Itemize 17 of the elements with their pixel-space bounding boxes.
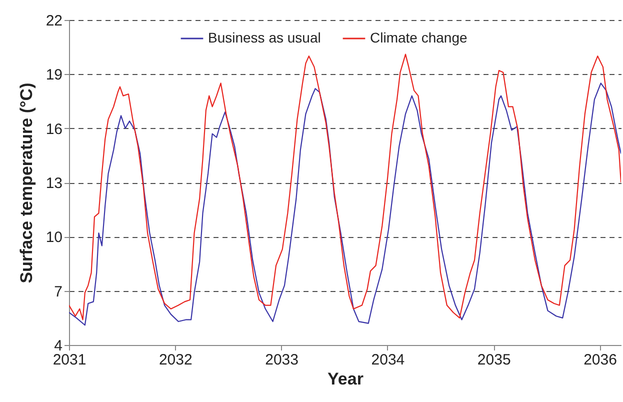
legend-label: Business as usual [208,30,321,46]
y-tick-label: 22 [46,12,62,30]
y-tick-label: 10 [46,229,62,246]
x-tick-label: 2035 [477,352,511,368]
legend-label: Climate change [370,30,468,46]
y-tick-label: 7 [54,283,62,300]
y-tick-label: 19 [46,66,62,84]
y-tick-label: 16 [46,120,62,138]
x-tick-label: 2032 [158,352,192,368]
x-tick-label: 2031 [52,352,86,368]
x-axis-title: Year [328,370,364,388]
y-axis-title: Surface temperature (°C) [16,82,36,284]
x-tick-label: 2036 [584,352,617,368]
x-tick-label: 2033 [265,352,298,368]
x-tick-label: 2034 [371,352,405,368]
y-tick-label: 13 [46,175,62,192]
y-tick-label: 4 [54,338,62,354]
